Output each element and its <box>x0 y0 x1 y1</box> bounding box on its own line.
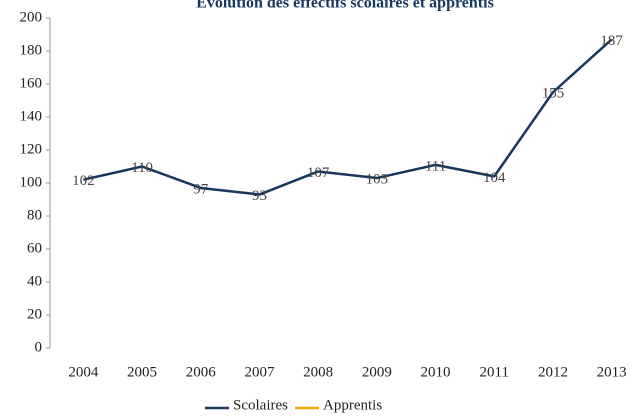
chart-title: Évolution des effectifs scolaires et app… <box>196 0 494 12</box>
x-tick-label: 2012 <box>538 364 568 380</box>
y-tick-label: 100 <box>20 174 43 190</box>
y-tick-label: 0 <box>35 339 43 355</box>
value-label: 111 <box>425 158 446 174</box>
value-label: 102 <box>72 173 95 189</box>
y-tick-label: 80 <box>27 207 42 223</box>
y-tick-label: 60 <box>27 240 42 256</box>
value-label: 107 <box>307 165 330 181</box>
value-label: 155 <box>542 86 565 102</box>
y-tick-label: 40 <box>27 273 42 289</box>
x-tick-label: 2010 <box>421 364 451 380</box>
value-label: 187 <box>600 33 623 49</box>
value-label: 103 <box>366 171 389 187</box>
value-label: 93 <box>252 188 267 204</box>
x-tick-label: 2005 <box>127 364 157 380</box>
y-tick-label: 120 <box>20 141 43 157</box>
y-tick-label: 180 <box>20 42 43 58</box>
value-label: 104 <box>483 170 506 186</box>
series-line <box>83 38 613 196</box>
legend-label: Apprentis <box>323 397 382 413</box>
y-tick-label: 20 <box>27 306 42 322</box>
x-tick-label: 2011 <box>480 364 509 380</box>
value-label: 97 <box>193 181 209 197</box>
x-tick-label: 2007 <box>244 364 275 380</box>
y-tick-label: 140 <box>20 108 43 124</box>
x-tick-label: 2008 <box>303 364 333 380</box>
x-tick-label: 2006 <box>186 364 217 380</box>
value-label: 110 <box>131 160 153 176</box>
y-tick-label: 200 <box>20 9 43 25</box>
y-tick-label: 160 <box>20 75 43 91</box>
x-tick-label: 2013 <box>597 364 627 380</box>
x-tick-label: 2004 <box>68 364 99 380</box>
legend-label: Scolaires <box>233 397 288 413</box>
x-tick-label: 2009 <box>362 364 392 380</box>
